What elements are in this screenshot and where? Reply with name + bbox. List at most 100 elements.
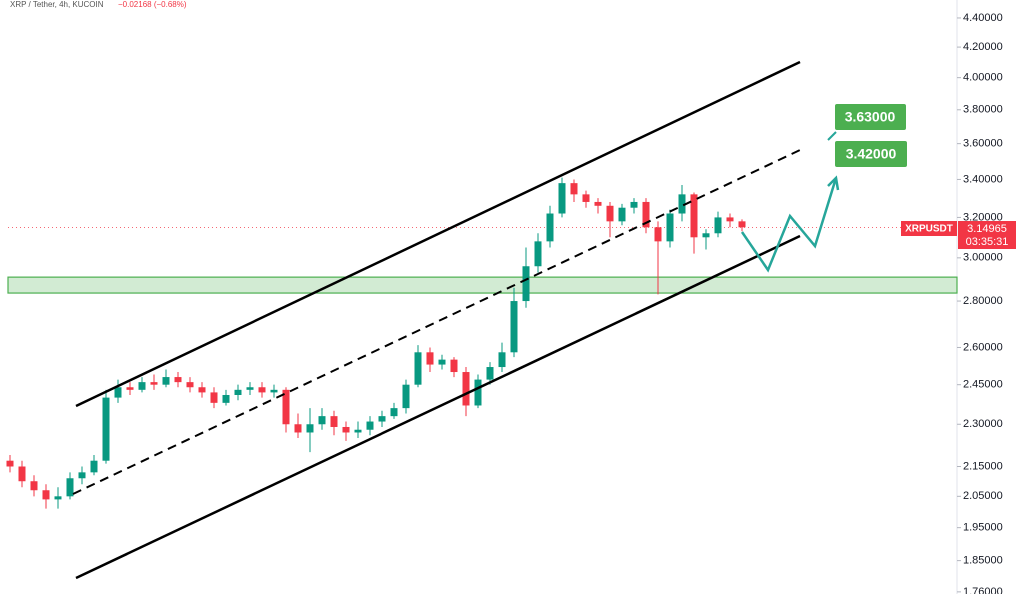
candle-body bbox=[414, 352, 422, 385]
channel-lower bbox=[75, 234, 801, 580]
price-change: −0.02168 (−0.68%) bbox=[118, 0, 187, 9]
y-tick-label: 3.40000 bbox=[963, 173, 1003, 185]
candle-body bbox=[354, 429, 362, 433]
candle-body bbox=[714, 217, 722, 234]
target-label: 3.42000 bbox=[846, 146, 897, 162]
candle-body bbox=[606, 205, 614, 222]
candle-body bbox=[642, 201, 650, 228]
candle-body bbox=[510, 301, 518, 353]
candle-body bbox=[234, 389, 242, 395]
candle-body bbox=[582, 194, 590, 202]
candle-body bbox=[162, 377, 170, 385]
y-tick-label: 4.20000 bbox=[963, 41, 1003, 53]
candle-body bbox=[210, 392, 218, 403]
target-connector bbox=[827, 131, 837, 141]
support-zone bbox=[7, 276, 958, 294]
y-tick-label: 4.00000 bbox=[963, 72, 1003, 84]
candle-body bbox=[366, 421, 374, 430]
candle-body bbox=[222, 394, 230, 403]
candle-body bbox=[390, 408, 398, 417]
candle-body bbox=[270, 389, 278, 393]
forecast-path bbox=[740, 177, 838, 273]
y-tick-label: 3.20000 bbox=[963, 211, 1003, 223]
candle-body bbox=[282, 389, 290, 425]
y-tick-label: 2.45000 bbox=[963, 379, 1003, 391]
candle-body bbox=[486, 367, 494, 380]
candle-body bbox=[318, 416, 326, 425]
forecast-arrow bbox=[827, 175, 840, 191]
y-tick-label: 3.00000 bbox=[963, 252, 1003, 264]
candle-body bbox=[138, 382, 146, 390]
price-box bbox=[958, 221, 1016, 249]
candle-body bbox=[18, 466, 26, 482]
candle-body bbox=[498, 352, 506, 368]
y-tick-label: 4.40000 bbox=[963, 12, 1003, 24]
candle-body bbox=[438, 359, 446, 365]
y-tick-label: 1.76000 bbox=[963, 586, 1003, 594]
symbol-label: XRPUSDT bbox=[905, 224, 953, 235]
y-tick-label: 3.60000 bbox=[963, 138, 1003, 150]
y-tick-label: 1.85000 bbox=[963, 555, 1003, 567]
candle-body bbox=[330, 416, 338, 427]
target-box bbox=[835, 141, 907, 167]
price-label: 3.14965 bbox=[967, 223, 1007, 235]
candle-body bbox=[426, 352, 434, 365]
candle-body bbox=[150, 382, 158, 385]
candle-body bbox=[402, 384, 410, 409]
candle-body bbox=[30, 481, 38, 491]
channel-middle bbox=[72, 149, 801, 495]
countdown-label: 03:35:31 bbox=[966, 236, 1009, 248]
candle-body bbox=[114, 387, 122, 398]
candle-body bbox=[558, 183, 566, 214]
y-tick-label: 2.05000 bbox=[963, 490, 1003, 502]
candle-body bbox=[6, 460, 14, 467]
y-tick-label: 1.95000 bbox=[963, 522, 1003, 534]
candle-body bbox=[474, 379, 482, 406]
candle-body bbox=[702, 233, 710, 238]
candle-body bbox=[546, 213, 554, 242]
channel-upper bbox=[75, 60, 801, 408]
candle-body bbox=[54, 496, 62, 500]
candle-body bbox=[126, 387, 134, 390]
candle-body bbox=[78, 472, 86, 479]
target-box bbox=[835, 104, 906, 130]
candle-body bbox=[90, 460, 98, 473]
candle-body bbox=[186, 382, 194, 388]
symbol-box bbox=[901, 221, 957, 236]
candle-body bbox=[378, 416, 386, 422]
candle-body bbox=[678, 194, 686, 214]
y-tick-label: 2.60000 bbox=[963, 341, 1003, 353]
chart-title: XRP / Tether, 4h, KUCOIN bbox=[10, 0, 104, 9]
price-axis: 4.40000 4.20000 4.00000 3.80000 3.60000 3.400… bbox=[957, 12, 1003, 594]
candle-body bbox=[42, 490, 50, 500]
candle-body bbox=[666, 213, 674, 242]
candle-body bbox=[570, 183, 578, 195]
candle-body bbox=[66, 478, 74, 497]
candle-body bbox=[102, 397, 110, 461]
candle-body bbox=[630, 201, 638, 208]
target-label: 3.63000 bbox=[845, 109, 896, 125]
candle-body bbox=[594, 201, 602, 206]
candle-body bbox=[450, 359, 458, 373]
candle-body bbox=[654, 227, 662, 242]
candle-body bbox=[294, 424, 302, 433]
candle-body bbox=[198, 387, 206, 393]
y-tick-label: 2.15000 bbox=[963, 460, 1003, 472]
candle-body bbox=[258, 387, 266, 393]
candle-body bbox=[174, 377, 182, 383]
candle-body bbox=[534, 241, 542, 267]
candle-body bbox=[726, 217, 734, 222]
plot-area bbox=[6, 177, 958, 509]
candle-body bbox=[690, 194, 698, 238]
drawings: 3.63000 3.42000 bbox=[72, 60, 907, 580]
y-tick-label: 3.80000 bbox=[963, 104, 1003, 116]
candle-body bbox=[306, 424, 314, 433]
y-tick-label: 2.80000 bbox=[963, 295, 1003, 307]
candle-body bbox=[522, 266, 530, 302]
y-tick-label: 2.30000 bbox=[963, 418, 1003, 430]
candle-body bbox=[738, 221, 746, 228]
candle-body bbox=[618, 207, 626, 222]
candle-body bbox=[462, 372, 470, 406]
candle-body bbox=[342, 426, 350, 433]
